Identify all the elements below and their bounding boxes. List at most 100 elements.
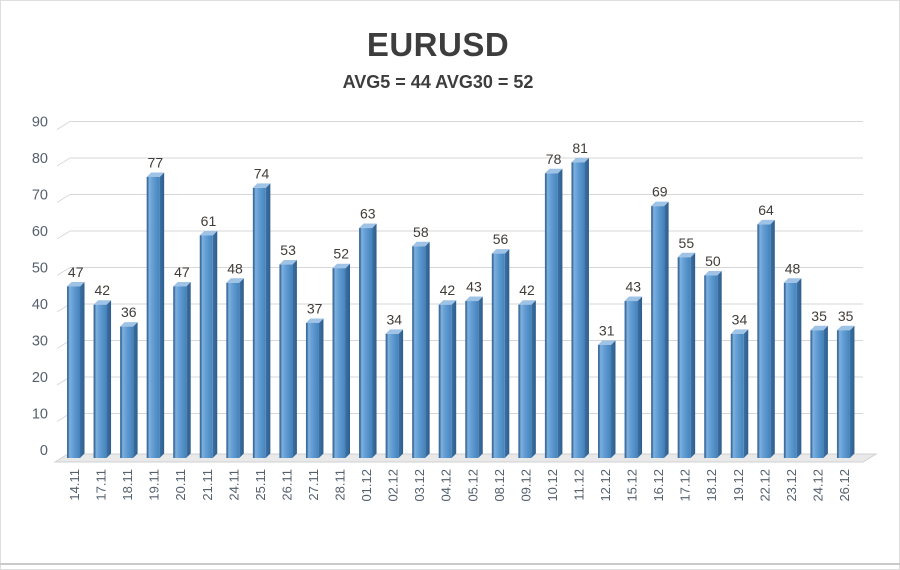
y-axis-tick-label: 70 — [32, 188, 48, 204]
x-axis-tick-label: 26.11 — [279, 469, 294, 501]
bar-value-label: 48 — [227, 260, 243, 276]
bar-front-face — [332, 268, 346, 458]
bar-value-label: 55 — [679, 235, 695, 251]
y-axis-tick-label: 20 — [32, 370, 48, 386]
x-axis-tick-label: 02.12 — [386, 469, 401, 502]
bar-value-label: 36 — [121, 304, 137, 320]
bar-side-face — [451, 300, 457, 458]
bar-side-face — [106, 300, 112, 458]
x-axis-tick-label: 20.11 — [173, 469, 188, 501]
bar-side-face — [743, 329, 749, 458]
bar-front-face — [518, 304, 532, 458]
bar-side-face — [611, 340, 616, 458]
bar-front-face — [598, 344, 611, 458]
bar-side-face — [690, 252, 696, 458]
bar-front-face — [757, 224, 771, 458]
x-axis-tick-label: 03.12 — [412, 469, 427, 502]
bar-side-face — [345, 263, 350, 458]
bar-side-face — [212, 230, 218, 458]
bar-front-face — [67, 286, 80, 458]
x-axis-tick-label: 22.12 — [757, 469, 772, 502]
bar-value-label: 56 — [493, 231, 509, 247]
chart-subtitle: AVG5 = 44 AVG30 = 52 — [342, 72, 534, 92]
bar-front-face — [412, 246, 426, 458]
x-axis-tick-label: 23.12 — [784, 469, 799, 502]
bar-value-label: 53 — [280, 242, 296, 258]
bar-side-face — [133, 322, 138, 458]
bar-value-label: 50 — [705, 253, 721, 269]
y-gridline-kick — [56, 194, 71, 203]
bar-value-label: 81 — [572, 140, 588, 156]
bar-side-face — [504, 249, 510, 458]
bar-side-face — [425, 241, 430, 458]
bar-top-face — [226, 278, 244, 283]
bar-top-face — [67, 281, 85, 287]
window-bottom-edge — [0, 563, 900, 565]
bar-side-face — [849, 325, 855, 458]
bar-top-face — [810, 325, 828, 331]
bar-value-label: 63 — [360, 206, 376, 222]
bar-side-face — [637, 296, 643, 458]
bar-front-face — [836, 330, 850, 458]
bar-top-face — [836, 325, 855, 331]
bar-front-face — [651, 206, 665, 458]
bar-value-label: 47 — [68, 264, 84, 280]
bar-front-face — [624, 301, 638, 458]
y-axis-tick-label: 90 — [32, 115, 48, 131]
bar-front-face — [120, 326, 134, 458]
bar-top-face — [677, 252, 696, 258]
y-gridline-kick — [56, 157, 71, 167]
bar-top-face — [93, 300, 112, 305]
bar-side-face — [796, 278, 802, 458]
x-axis-tick-label: 19.12 — [731, 469, 746, 502]
bar-front-face — [226, 282, 240, 458]
bar-top-face — [465, 296, 483, 302]
bar-front-face — [544, 173, 558, 459]
bar-value-label: 58 — [413, 224, 429, 240]
bar-value-label: 64 — [758, 202, 774, 218]
bar-side-face — [186, 281, 191, 458]
bar-side-face — [770, 219, 775, 458]
bar-side-face — [398, 329, 404, 458]
x-axis-tick-label: 24.11 — [226, 469, 241, 501]
bar-top-face — [651, 201, 669, 207]
bar-side-face — [265, 183, 271, 458]
bar-side-face — [584, 157, 589, 458]
x-axis-tick-label: 26.12 — [837, 469, 852, 502]
x-axis-tick-label: 09.12 — [518, 469, 533, 502]
bar-side-face — [478, 296, 483, 458]
y-axis-tick-label: 80 — [32, 151, 48, 167]
bar-top-face — [624, 296, 643, 302]
bar-value-label: 43 — [625, 279, 641, 295]
bar-side-face — [531, 300, 536, 458]
bar-front-face — [199, 235, 213, 458]
bar-front-face — [704, 275, 718, 458]
bar-top-face — [120, 322, 138, 327]
bar-value-label: 42 — [94, 282, 110, 298]
bar-front-face — [465, 301, 479, 458]
bar-side-face — [557, 168, 563, 459]
bar-top-face — [305, 318, 324, 323]
bar-value-label: 77 — [148, 154, 164, 170]
bar-front-face — [677, 257, 691, 458]
y-axis-tick-label: 50 — [32, 261, 48, 277]
y-gridline-kick — [56, 267, 71, 276]
bar-top-face — [412, 241, 430, 247]
bar-value-label: 34 — [387, 311, 403, 327]
bar-front-face — [252, 187, 266, 458]
bar-front-face — [491, 253, 505, 458]
y-axis-tick-label: 60 — [32, 224, 48, 240]
bar-front-face — [385, 333, 399, 458]
bar-top-face — [173, 281, 191, 287]
x-axis-tick-label: 05.12 — [465, 469, 480, 502]
bar-front-face — [173, 286, 187, 458]
bar-side-face — [318, 318, 324, 458]
bar-top-face — [518, 300, 536, 305]
y-axis-tick-label: 0 — [40, 443, 48, 459]
bar-value-label: 31 — [599, 322, 615, 338]
bar-side-face — [80, 281, 85, 458]
x-axis-tick-label: 01.12 — [359, 469, 374, 502]
bar-top-face — [438, 300, 457, 305]
bar-top-face — [757, 219, 775, 225]
x-axis-tick-label: 11.12 — [571, 469, 586, 501]
